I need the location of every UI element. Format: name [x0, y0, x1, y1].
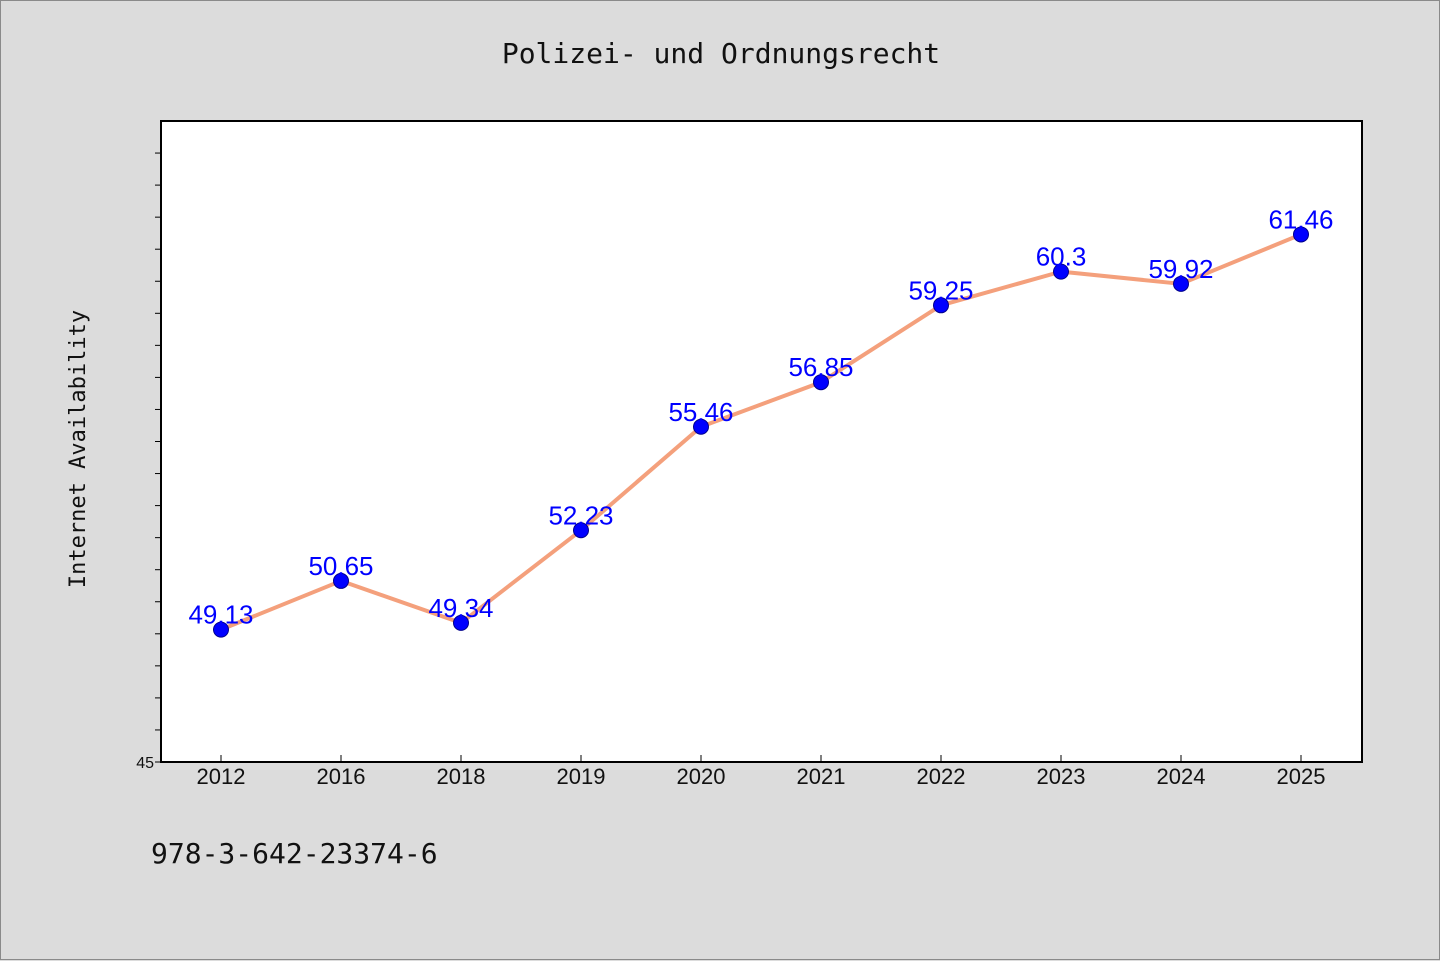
x-axis-ticks: 2012 2016 2018 2019 2020 2021 2022 2023 2024 2025 [197, 755, 1326, 789]
x-tick-label: 2016 [317, 764, 366, 789]
data-label: 55.46 [668, 397, 733, 427]
x-tick-label: 2024 [1157, 764, 1206, 789]
data-point [213, 621, 229, 638]
data-label: 59.25 [908, 275, 973, 305]
y-axis-ticks: 45 [136, 152, 161, 772]
data-markers [213, 226, 1309, 638]
data-point [573, 522, 589, 539]
x-tick-label: 2012 [197, 764, 246, 789]
data-label: 50.65 [308, 551, 373, 581]
data-label: 60.3 [1036, 242, 1087, 272]
data-label: 49.34 [428, 593, 493, 623]
data-point [1173, 275, 1189, 292]
data-label: 56.85 [788, 352, 853, 382]
plot-area [160, 120, 1363, 763]
series-line-group [219, 232, 1303, 632]
series-line [219, 232, 1303, 632]
data-point [693, 418, 709, 435]
x-tick-label: 2018 [437, 764, 486, 789]
data-labels: 49.13 50.65 49.34 52.23 55.46 56.85 59.25 60.3 5… [188, 204, 1333, 629]
y-tick-label: 45 [136, 755, 154, 772]
data-point [1293, 226, 1309, 243]
x-tick-label: 2021 [797, 764, 846, 789]
x-tick-label: 2022 [917, 764, 966, 789]
data-label: 59.92 [1148, 254, 1213, 284]
data-point [333, 572, 349, 589]
chart-title: Polizei- und Ordnungsrecht [502, 37, 940, 70]
data-label: 61.46 [1268, 204, 1333, 234]
data-label: 49.13 [188, 600, 253, 630]
x-tick-label: 2019 [557, 764, 606, 789]
isbn-text: 978-3-642-23374-6 [151, 837, 438, 870]
data-point [1053, 263, 1069, 280]
y-axis-label: Internet Availability [66, 310, 91, 588]
data-point [813, 374, 829, 391]
x-tick-label: 2020 [677, 764, 726, 789]
x-tick-label: 2025 [1277, 764, 1326, 789]
data-label: 52.23 [548, 500, 613, 530]
x-tick-label: 2023 [1037, 764, 1086, 789]
data-point [933, 297, 949, 314]
data-point [453, 614, 469, 631]
